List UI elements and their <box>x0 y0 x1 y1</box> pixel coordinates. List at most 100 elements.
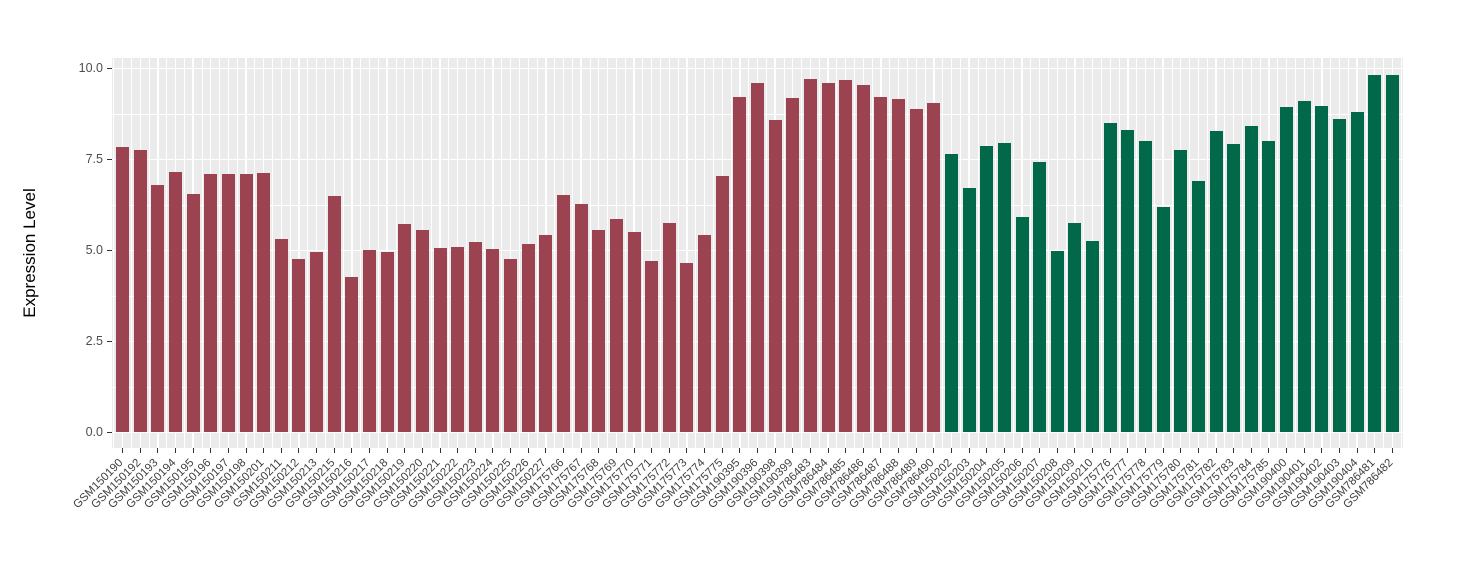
y-tick-label: 7.5 <box>85 152 103 166</box>
minor-gridline-vertical <box>448 58 450 448</box>
minor-gridline-vertical <box>748 58 750 448</box>
minor-gridline-vertical <box>977 58 979 448</box>
x-axis-tick <box>1074 448 1076 453</box>
bar <box>715 175 729 433</box>
x-axis-tick <box>245 448 247 453</box>
x-axis-tick <box>1109 448 1111 453</box>
bar <box>662 223 676 433</box>
minor-gridline-vertical <box>1048 58 1049 448</box>
x-axis-tick <box>404 448 406 453</box>
x-axis-tick <box>1197 448 1199 453</box>
minor-gridline-vertical <box>642 58 644 448</box>
x-axis-tick <box>1092 448 1094 453</box>
bar <box>1209 131 1223 433</box>
bar <box>592 229 606 433</box>
bar <box>504 258 518 433</box>
bar <box>609 219 623 433</box>
y-axis-tick <box>107 159 112 160</box>
x-axis-tick <box>474 448 476 453</box>
x-axis-tick <box>1321 448 1323 453</box>
minor-gridline-vertical <box>254 58 256 448</box>
minor-gridline-vertical <box>183 58 185 448</box>
minor-gridline-vertical <box>783 58 785 448</box>
bar <box>1262 141 1276 433</box>
bar <box>997 143 1011 433</box>
bar <box>239 174 253 433</box>
x-axis-tick <box>1286 448 1288 453</box>
minor-gridline-vertical <box>624 58 626 448</box>
x-axis-tick <box>1356 448 1358 453</box>
minor-gridline-vertical <box>660 58 661 448</box>
minor-gridline-vertical <box>1383 58 1384 448</box>
minor-gridline-vertical <box>765 58 767 448</box>
minor-gridline-vertical <box>148 58 150 448</box>
bar <box>451 246 465 433</box>
x-axis-tick <box>1180 448 1182 453</box>
bar <box>1280 107 1294 433</box>
x-axis-tick <box>1339 448 1340 453</box>
bar <box>945 154 958 433</box>
minor-gridline-vertical <box>1365 58 1367 448</box>
minor-gridline-vertical <box>1259 58 1261 448</box>
bar <box>1033 162 1047 433</box>
y-axis-tick <box>107 250 112 251</box>
x-axis-tick <box>1215 448 1217 453</box>
x-axis-tick <box>368 448 370 453</box>
bar <box>1086 240 1100 433</box>
bar <box>645 261 659 433</box>
major-gridline-vertical <box>509 58 512 448</box>
y-axis-tick <box>107 68 112 69</box>
bar <box>327 195 341 433</box>
x-axis-tick <box>968 448 970 453</box>
bar <box>1315 105 1329 433</box>
y-tick-label: 10.0 <box>78 61 103 75</box>
minor-gridline-vertical <box>1242 58 1243 448</box>
x-axis-tick <box>651 448 653 453</box>
minor-gridline-vertical <box>889 58 891 448</box>
bar <box>1385 74 1399 433</box>
x-axis-tick <box>1145 448 1146 453</box>
minor-gridline-vertical <box>554 58 556 448</box>
bar <box>856 84 870 433</box>
bar <box>1068 223 1082 433</box>
major-gridline-vertical <box>686 58 688 448</box>
bar <box>962 187 976 433</box>
bar <box>1156 206 1170 433</box>
bar <box>310 252 324 433</box>
y-axis-tick <box>107 341 112 342</box>
x-axis-tick <box>280 448 282 453</box>
x-axis-tick <box>316 448 318 453</box>
x-axis-tick <box>915 448 917 453</box>
x-axis-tick <box>122 448 124 453</box>
minor-gridline-vertical <box>201 58 203 448</box>
minor-gridline-vertical <box>483 58 485 448</box>
bar <box>292 259 306 433</box>
minor-gridline-vertical <box>1295 58 1296 448</box>
bar <box>1191 180 1205 433</box>
x-axis-tick <box>827 448 829 453</box>
x-axis-tick <box>210 448 212 453</box>
minor-gridline-vertical <box>801 58 802 448</box>
x-axis-tick <box>545 448 547 453</box>
minor-gridline-vertical <box>413 58 414 448</box>
bar <box>698 235 712 433</box>
x-axis-tick <box>862 448 864 453</box>
x-axis-tick <box>986 448 988 453</box>
x-axis-tick <box>721 448 723 453</box>
minor-gridline-vertical <box>166 58 168 448</box>
minor-gridline-vertical <box>571 58 573 448</box>
bar <box>1333 118 1346 433</box>
minor-gridline-vertical <box>1030 58 1032 448</box>
y-tick-label: 5.0 <box>85 243 103 257</box>
major-gridline-vertical <box>298 58 300 448</box>
y-tick-label: 0.0 <box>85 425 103 439</box>
minor-gridline-vertical <box>730 58 732 448</box>
minor-gridline-vertical <box>307 58 309 448</box>
minor-gridline-vertical <box>924 58 926 448</box>
bar <box>821 83 835 433</box>
bar <box>1350 112 1364 433</box>
minor-gridline-vertical <box>501 58 503 448</box>
x-axis-tick <box>933 448 935 453</box>
x-axis-tick <box>739 448 741 453</box>
